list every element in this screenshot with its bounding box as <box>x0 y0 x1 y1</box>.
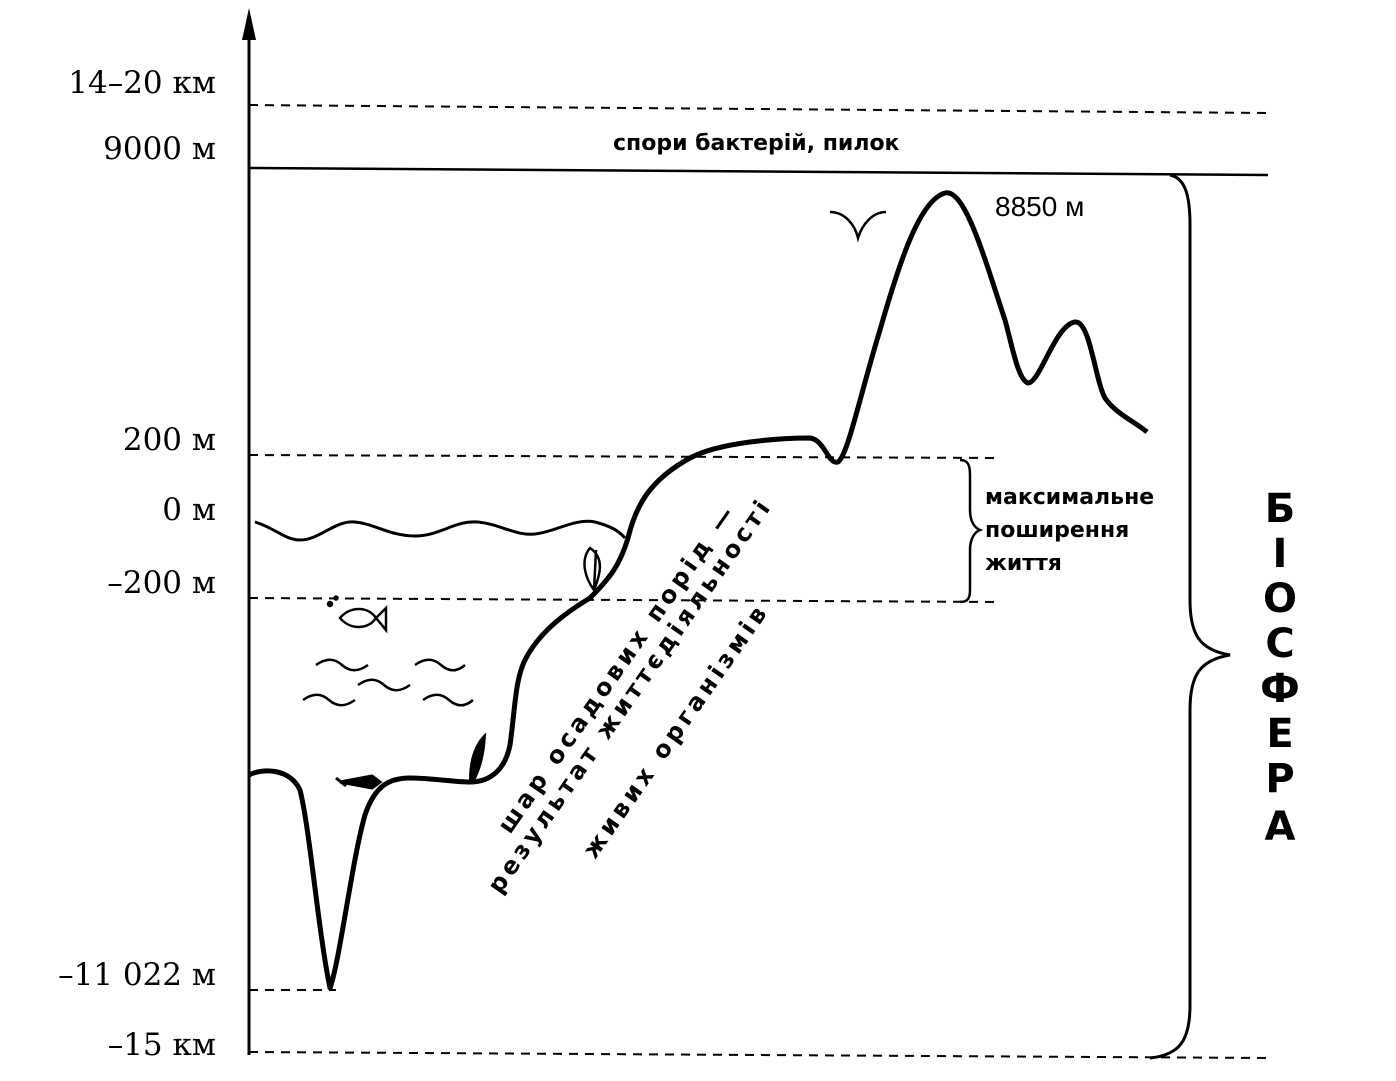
bottom-fish-icon <box>335 774 383 790</box>
max-life-bracket <box>959 458 984 604</box>
label-minus-11022m: –11 022 м <box>58 957 216 993</box>
label-9000m: 9000 м <box>103 131 216 167</box>
level-line-200m <box>248 454 1001 459</box>
level-line-9000m <box>248 166 1269 177</box>
label-0m: 0 м <box>162 492 216 528</box>
label-200m: 200 м <box>123 422 216 458</box>
relief-profile <box>247 190 1149 991</box>
label-14-20km: 14–20 км <box>68 65 216 101</box>
max-life-label-3: життя <box>985 551 1062 576</box>
spores-label: спори бактерій, пилок <box>613 131 900 156</box>
biosphere-label: Б І О С Ф Е Р А <box>1260 486 1300 850</box>
level-line-minus-15km <box>248 1051 1269 1059</box>
biosphere-letter: Ф <box>1260 666 1300 712</box>
seaweed-icon <box>583 546 602 593</box>
biosphere-letter: О <box>1263 576 1297 622</box>
biosphere-letter: Е <box>1266 711 1293 757</box>
biosphere-letter: С <box>1265 621 1294 667</box>
label-minus-15km: –15 км <box>108 1027 216 1063</box>
max-life-label-2: поширення <box>985 518 1129 543</box>
level-line-14-20km <box>248 104 1269 114</box>
biosphere-letter: І <box>1273 531 1288 577</box>
bird-icon <box>829 210 887 243</box>
sediment-label-2: результат життєдіяльності <box>482 492 778 898</box>
level-line-minus-200m <box>248 597 1001 603</box>
biosphere-letter: Р <box>1265 756 1294 802</box>
plant-icon <box>469 732 487 783</box>
axis-arrowhead <box>242 8 256 40</box>
biosphere-letter: А <box>1265 804 1296 850</box>
fish-icon <box>326 595 388 634</box>
max-life-label-1: максимальне <box>985 485 1154 510</box>
label-minus-200m: –200 м <box>107 565 216 601</box>
water-waves <box>302 658 474 707</box>
biosphere-letter: Б <box>1265 486 1296 532</box>
peak-label: 8850 м <box>995 191 1084 222</box>
biosphere-bracket <box>1149 173 1231 1060</box>
water-surface <box>254 519 627 542</box>
